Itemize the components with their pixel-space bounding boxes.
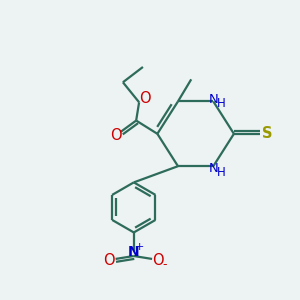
Text: N: N: [209, 162, 218, 175]
Text: S: S: [262, 126, 272, 141]
Text: -: -: [163, 258, 167, 271]
Text: O: O: [139, 91, 151, 106]
Text: H: H: [217, 166, 226, 179]
Text: H: H: [217, 97, 226, 110]
Text: O: O: [152, 253, 164, 268]
Text: N: N: [128, 245, 140, 259]
Text: O: O: [103, 253, 115, 268]
Text: +: +: [135, 242, 144, 252]
Text: N: N: [209, 93, 218, 106]
Text: O: O: [110, 128, 122, 143]
